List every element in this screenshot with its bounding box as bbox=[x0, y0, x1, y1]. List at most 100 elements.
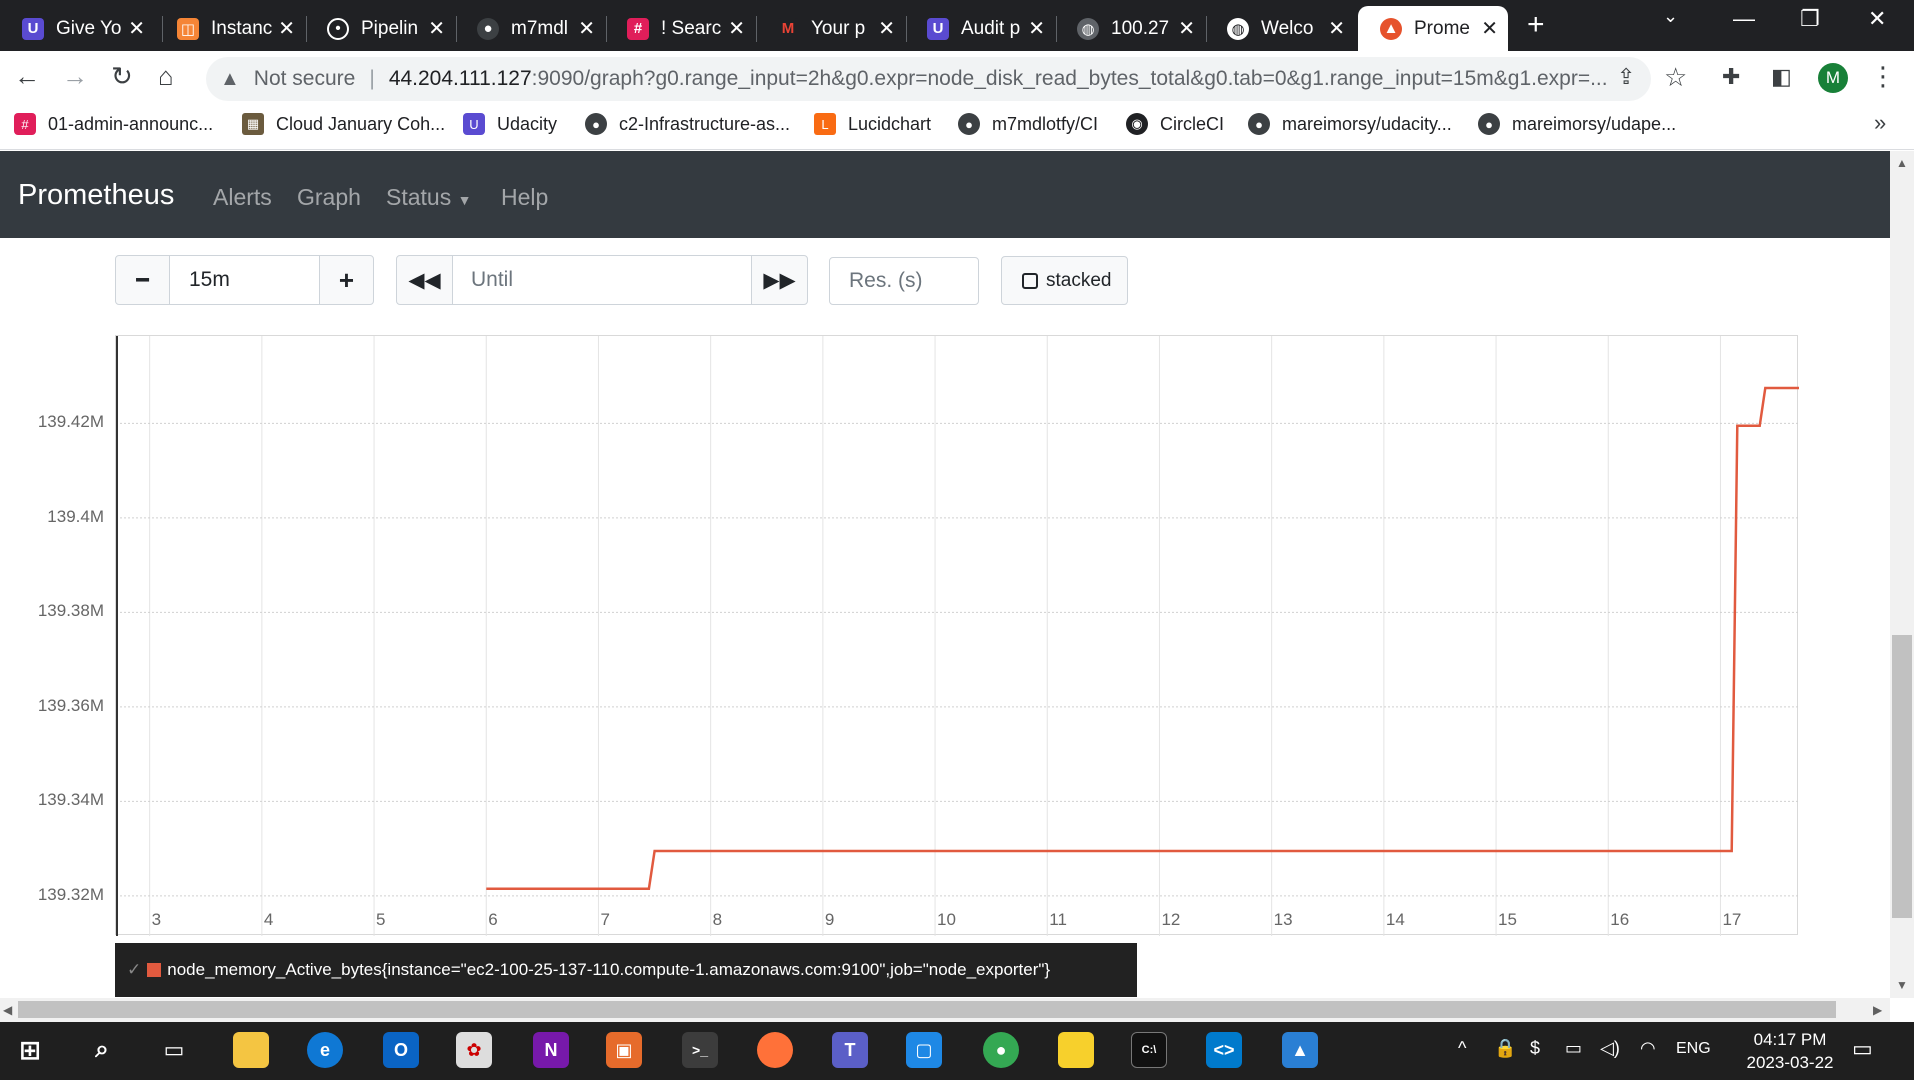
github-icon: ● bbox=[1478, 113, 1500, 135]
tab-prometheus[interactable]: ▲ Prome ✕ bbox=[1358, 6, 1508, 51]
close-window-button[interactable]: ✕ bbox=[1868, 6, 1887, 31]
decrease-range-button[interactable]: ━ bbox=[115, 255, 170, 305]
minimize-button[interactable]: — bbox=[1733, 6, 1755, 31]
office-icon[interactable]: ▣ bbox=[606, 1032, 642, 1068]
tab-your-p[interactable]: M Your p ✕ bbox=[755, 6, 905, 51]
bookmark-udacity-repo[interactable]: ● mareimorsy/udacity... bbox=[1248, 113, 1452, 135]
bookmark-circleci[interactable]: ◉ CircleCI bbox=[1126, 113, 1224, 135]
app-icon[interactable]: ✿ bbox=[456, 1032, 492, 1068]
brand-logo[interactable]: Prometheus bbox=[18, 179, 175, 211]
tab-instances[interactable]: ◫ Instanc ✕ bbox=[155, 6, 305, 51]
extensions-icon[interactable]: ✚ bbox=[1722, 64, 1741, 89]
rewind-icon[interactable]: ◀◀ bbox=[396, 255, 453, 305]
teams-icon[interactable]: T bbox=[832, 1032, 868, 1068]
series-line[interactable] bbox=[486, 386, 1799, 891]
edge-icon[interactable]: e bbox=[307, 1032, 343, 1068]
scroll-up-arrow-icon[interactable]: ▲ bbox=[1896, 156, 1908, 170]
stacked-toggle[interactable]: stacked bbox=[1001, 256, 1128, 305]
menu-icon[interactable]: ⋮ bbox=[1870, 61, 1896, 91]
bookmark-admin-announcements[interactable]: # 01-admin-announc... bbox=[14, 113, 213, 135]
back-icon[interactable]: ← bbox=[14, 61, 40, 91]
image-icon: ▦ bbox=[242, 113, 264, 135]
legend[interactable]: ✓ node_memory_Active_bytes{instance="ec2… bbox=[115, 943, 1137, 997]
home-icon[interactable]: ⌂ bbox=[158, 61, 174, 91]
close-icon[interactable]: ✕ bbox=[1328, 18, 1345, 40]
sticky-notes-icon[interactable] bbox=[1058, 1032, 1094, 1068]
windows-start-icon[interactable]: ⊞ bbox=[19, 1034, 41, 1065]
remote-desktop-icon[interactable]: ▢ bbox=[906, 1032, 942, 1068]
tab-separator bbox=[1056, 16, 1057, 42]
task-view-icon[interactable]: ▭ bbox=[163, 1037, 185, 1062]
nav-graph[interactable]: Graph bbox=[297, 184, 361, 210]
terminal-icon[interactable]: >_ bbox=[682, 1032, 718, 1068]
scroll-down-arrow-icon[interactable]: ▼ bbox=[1896, 978, 1908, 992]
tab-welcome[interactable]: ◍ Welco ✕ bbox=[1205, 6, 1355, 51]
horizontal-scrollbar-thumb[interactable] bbox=[18, 1001, 1836, 1018]
photos-icon[interactable]: ▲ bbox=[1282, 1032, 1318, 1068]
notifications-icon[interactable]: ▭ bbox=[1852, 1036, 1873, 1061]
close-icon[interactable]: ✕ bbox=[278, 18, 295, 40]
new-tab-button[interactable]: + bbox=[1527, 8, 1545, 41]
x-tick-label: 5 bbox=[376, 910, 386, 929]
tab-m7mdl[interactable]: ● m7mdl ✕ bbox=[455, 6, 605, 51]
outlook-icon[interactable]: O bbox=[383, 1032, 419, 1068]
wifi-icon[interactable]: ◠ bbox=[1640, 1038, 1656, 1058]
close-icon[interactable]: ✕ bbox=[578, 18, 595, 40]
range-input[interactable]: 15m bbox=[169, 255, 320, 305]
nav-help[interactable]: Help bbox=[501, 184, 549, 210]
bookmark-m7mdlotfy-ci[interactable]: ● m7mdlotfy/CI bbox=[958, 113, 1098, 135]
onenote-icon[interactable]: N bbox=[533, 1032, 569, 1068]
share-icon[interactable]: ⇪ bbox=[1617, 64, 1636, 89]
restore-button[interactable]: ❐ bbox=[1800, 6, 1820, 31]
github-icon: ● bbox=[1248, 113, 1270, 135]
close-icon[interactable]: ✕ bbox=[728, 18, 745, 40]
cmd-icon[interactable]: C:\ bbox=[1131, 1032, 1167, 1068]
search-icon[interactable]: ⌕ bbox=[95, 1036, 109, 1063]
nav-alerts[interactable]: Alerts bbox=[213, 184, 272, 210]
file-explorer-icon[interactable] bbox=[233, 1032, 269, 1068]
until-input[interactable]: Until bbox=[452, 255, 752, 305]
vscode-icon[interactable]: <> bbox=[1206, 1032, 1242, 1068]
increase-range-button[interactable]: + bbox=[319, 255, 374, 305]
tab-search-chevron-icon[interactable]: ⌄ bbox=[1663, 6, 1679, 26]
close-icon[interactable]: ✕ bbox=[428, 18, 445, 40]
tab-audit[interactable]: U Audit p ✕ bbox=[905, 6, 1055, 51]
side-panel-icon[interactable]: ◧ bbox=[1771, 64, 1792, 89]
close-icon[interactable]: ✕ bbox=[128, 18, 145, 40]
more-bookmarks-icon[interactable]: » bbox=[1874, 110, 1887, 135]
tray-overflow-icon[interactable]: ^ bbox=[1458, 1038, 1467, 1058]
bookmark-udape-repo[interactable]: ● mareimorsy/udape... bbox=[1478, 113, 1676, 135]
profile-avatar[interactable]: M bbox=[1818, 63, 1848, 93]
bookmark-udacity[interactable]: U Udacity bbox=[463, 113, 557, 135]
close-icon[interactable]: ✕ bbox=[878, 18, 895, 40]
battery-icon[interactable]: ▭ bbox=[1565, 1038, 1583, 1058]
clock[interactable]: 04:17 PM 2023-03-22 bbox=[1746, 1030, 1834, 1072]
volume-icon[interactable]: ◁) bbox=[1600, 1038, 1620, 1058]
firefox-icon[interactable] bbox=[757, 1032, 793, 1068]
dollar-icon[interactable]: $ bbox=[1530, 1038, 1541, 1058]
close-icon[interactable]: ✕ bbox=[1178, 18, 1195, 40]
address-bar[interactable]: ▲ Not secure | 44.204.111.127 :9090/grap… bbox=[206, 57, 1651, 101]
star-icon[interactable]: ☆ bbox=[1664, 62, 1688, 92]
resolution-input[interactable]: Res. (s) bbox=[829, 257, 979, 305]
nav-status[interactable]: Status ▼ bbox=[386, 184, 472, 210]
security-icon[interactable]: 🔒 bbox=[1494, 1038, 1517, 1058]
scroll-right-arrow-icon[interactable]: ▶ bbox=[1873, 1003, 1883, 1017]
fast-forward-icon[interactable]: ▶▶ bbox=[751, 255, 808, 305]
language-indicator[interactable]: ENG bbox=[1676, 1040, 1711, 1057]
tab-100-27[interactable]: ◍ 100.27 ✕ bbox=[1055, 6, 1205, 51]
tab-give-your[interactable]: U Give Yo ✕ bbox=[0, 6, 155, 51]
bookmark-infrastructure[interactable]: ● c2-Infrastructure-as... bbox=[585, 113, 790, 135]
close-icon[interactable]: ✕ bbox=[1481, 18, 1498, 40]
bookmark-lucidchart[interactable]: L Lucidchart bbox=[814, 113, 931, 135]
bookmark-cloud-january[interactable]: ▦ Cloud January Coh... bbox=[242, 113, 445, 135]
vertical-scrollbar-thumb[interactable] bbox=[1892, 635, 1912, 918]
x-tick-label: 6 bbox=[488, 910, 498, 929]
tab-pipelines[interactable]: • Pipelin ✕ bbox=[305, 6, 455, 51]
close-icon[interactable]: ✕ bbox=[1028, 18, 1045, 40]
reload-icon[interactable]: ↻ bbox=[111, 61, 133, 91]
tab-search[interactable]: # ! Searc ✕ bbox=[605, 6, 755, 51]
forward-icon[interactable]: → bbox=[62, 61, 88, 91]
scroll-left-arrow-icon[interactable]: ◀ bbox=[3, 1003, 13, 1017]
chrome-icon[interactable]: ● bbox=[983, 1032, 1019, 1068]
